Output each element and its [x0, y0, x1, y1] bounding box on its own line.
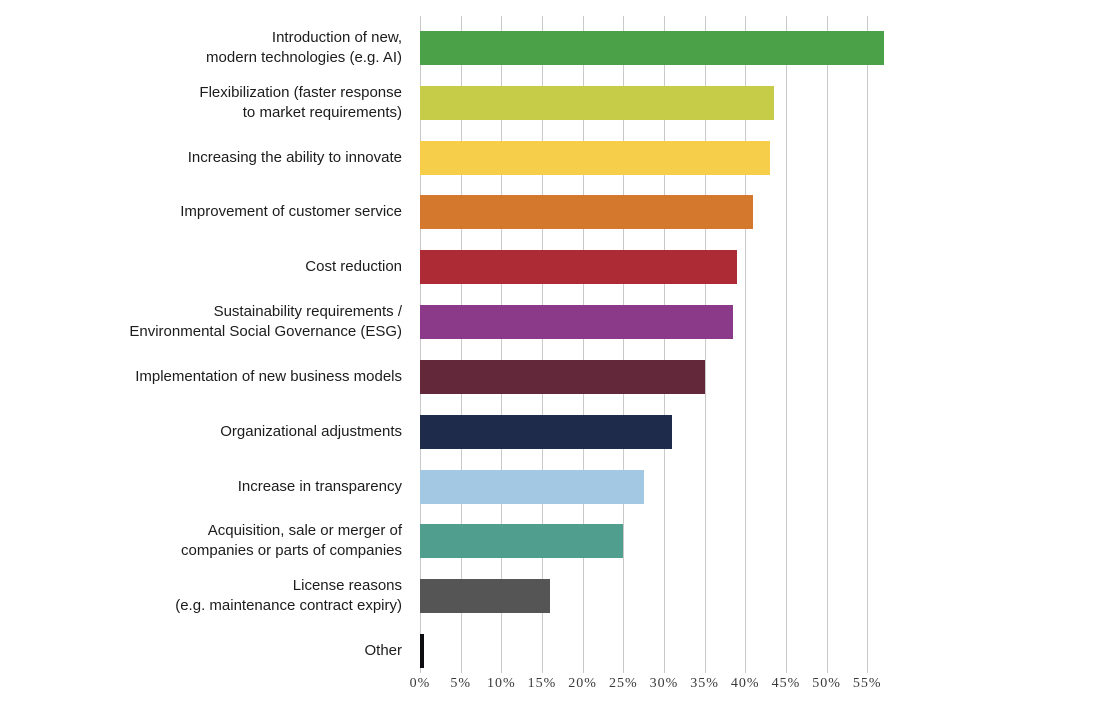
category-label-line: Organizational adjustments [220, 422, 402, 440]
category-label: Introduction of new, modern technologies … [0, 28, 402, 68]
category-label-line: modern technologies (e.g. AI) [206, 49, 402, 66]
category-label-line: (e.g. maintenance contract expiry) [175, 597, 402, 615]
axis-tick-label: 10% [486, 676, 516, 691]
category-label-line: Introduction of new, [271, 29, 402, 46]
axis-tick-label: 45% [771, 676, 801, 691]
gridline [704, 16, 706, 673]
bar [420, 250, 738, 285]
axis-tick-label: 30% [649, 676, 679, 691]
bar [420, 524, 624, 559]
bar [420, 140, 770, 175]
category-label: Implementation of new business models [0, 367, 402, 387]
category-label: Cost reduction [0, 257, 402, 277]
bar [420, 634, 425, 669]
category-label-line: Acquisition, sale or merger of [207, 522, 402, 540]
category-label-line: companies or parts of companies [181, 542, 402, 560]
bar [420, 31, 884, 65]
category-label: Increase in transparency [0, 477, 402, 497]
axis-tick-label: 55% [852, 676, 882, 691]
category-label-line: License reasons [292, 577, 402, 595]
bar [420, 579, 551, 614]
category-label: Organizational adjustments [0, 422, 402, 442]
axis-tick-label: 0% [409, 676, 431, 691]
category-label-line: Cost reduction [305, 258, 402, 276]
category-label-line: Improvement of customer service [180, 203, 402, 221]
category-label-line: Other [364, 642, 402, 660]
category-label-line: to market requirements) [242, 103, 402, 121]
bar [420, 414, 673, 449]
category-label: Sustainability requirements / Environment… [0, 302, 402, 342]
gridline [582, 16, 584, 673]
axis-tick-label: 35% [690, 676, 719, 691]
gridline [623, 16, 625, 673]
category-label: Improvement of customer service [0, 202, 402, 222]
axis-tick-label: 50% [812, 676, 841, 691]
gridline [420, 16, 421, 673]
category-label: Flexibilization (faster response to marke… [0, 83, 402, 123]
category-label: Increasing the ability to innovate [0, 148, 402, 168]
bar [420, 305, 734, 340]
gridline [785, 16, 787, 673]
gridline [460, 16, 462, 673]
axis-tick-label: 40% [730, 676, 760, 691]
axis-tick-label: 25% [608, 676, 638, 691]
category-label-line: Environmental Social Governance (ESG) [129, 323, 402, 341]
category-label-line: Increase in transparency [237, 477, 402, 495]
gridline [745, 16, 747, 673]
axis-tick-label: 20% [568, 676, 597, 691]
axis-tick-label: 15% [527, 676, 557, 691]
category-label-line: Implementation of new business models [135, 367, 402, 385]
axis-tick-label: 5% [450, 676, 471, 691]
category-label-line: Sustainability requirements / [213, 303, 402, 321]
bar [420, 469, 644, 504]
category-label: License reasons (e.g. maintenance contrac… [0, 576, 402, 616]
gridline [663, 16, 665, 673]
gridline [541, 16, 543, 673]
bar [420, 359, 705, 394]
gridline [867, 16, 869, 673]
gridline [501, 16, 503, 673]
category-label: Acquisition, sale or merger of companies … [0, 521, 402, 561]
category-label-line: Increasing the ability to innovate [187, 148, 402, 166]
bar [420, 195, 754, 230]
bar [420, 85, 774, 120]
gridline [826, 16, 828, 673]
category-label: Other [0, 641, 402, 661]
category-label-line: Flexibilization (faster response [199, 83, 402, 101]
